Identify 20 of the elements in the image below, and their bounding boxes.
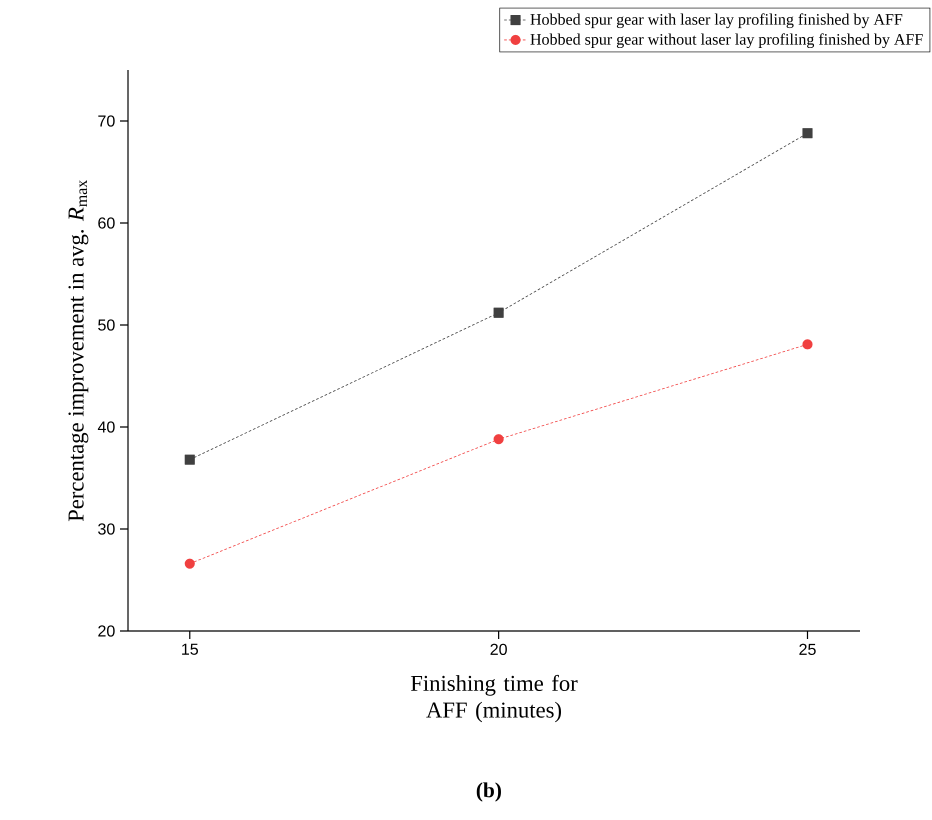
legend-label: Hobbed spur gear with laser lay profiling finished by AFF	[530, 13, 902, 28]
point	[184, 454, 195, 465]
x-tick-label: 20	[490, 644, 507, 656]
x-tick-label: 25	[799, 644, 816, 656]
point	[494, 308, 504, 318]
y-tick-label: 40	[98, 421, 115, 433]
y-tick-label: 60	[98, 217, 115, 229]
legend-label: Hobbed spur gear without laser lay profiling finished by AFF	[530, 33, 923, 48]
text: (b)	[476, 782, 501, 802]
point	[494, 434, 504, 444]
y-tick-label: 20	[98, 625, 115, 637]
point	[184, 558, 195, 569]
x-tick-label: 15	[182, 644, 198, 655]
point	[802, 128, 813, 138]
y-tick-label: 30	[98, 523, 115, 535]
y-tick-label: 70	[98, 115, 115, 127]
point	[802, 339, 813, 350]
y-tick-label: 50	[98, 319, 115, 331]
x-axis-title: Finishing time for AFF (minutes)	[410, 674, 578, 722]
y-axis-title: Percentage improvement in avg. R$_{max}$	[68, 180, 88, 522]
